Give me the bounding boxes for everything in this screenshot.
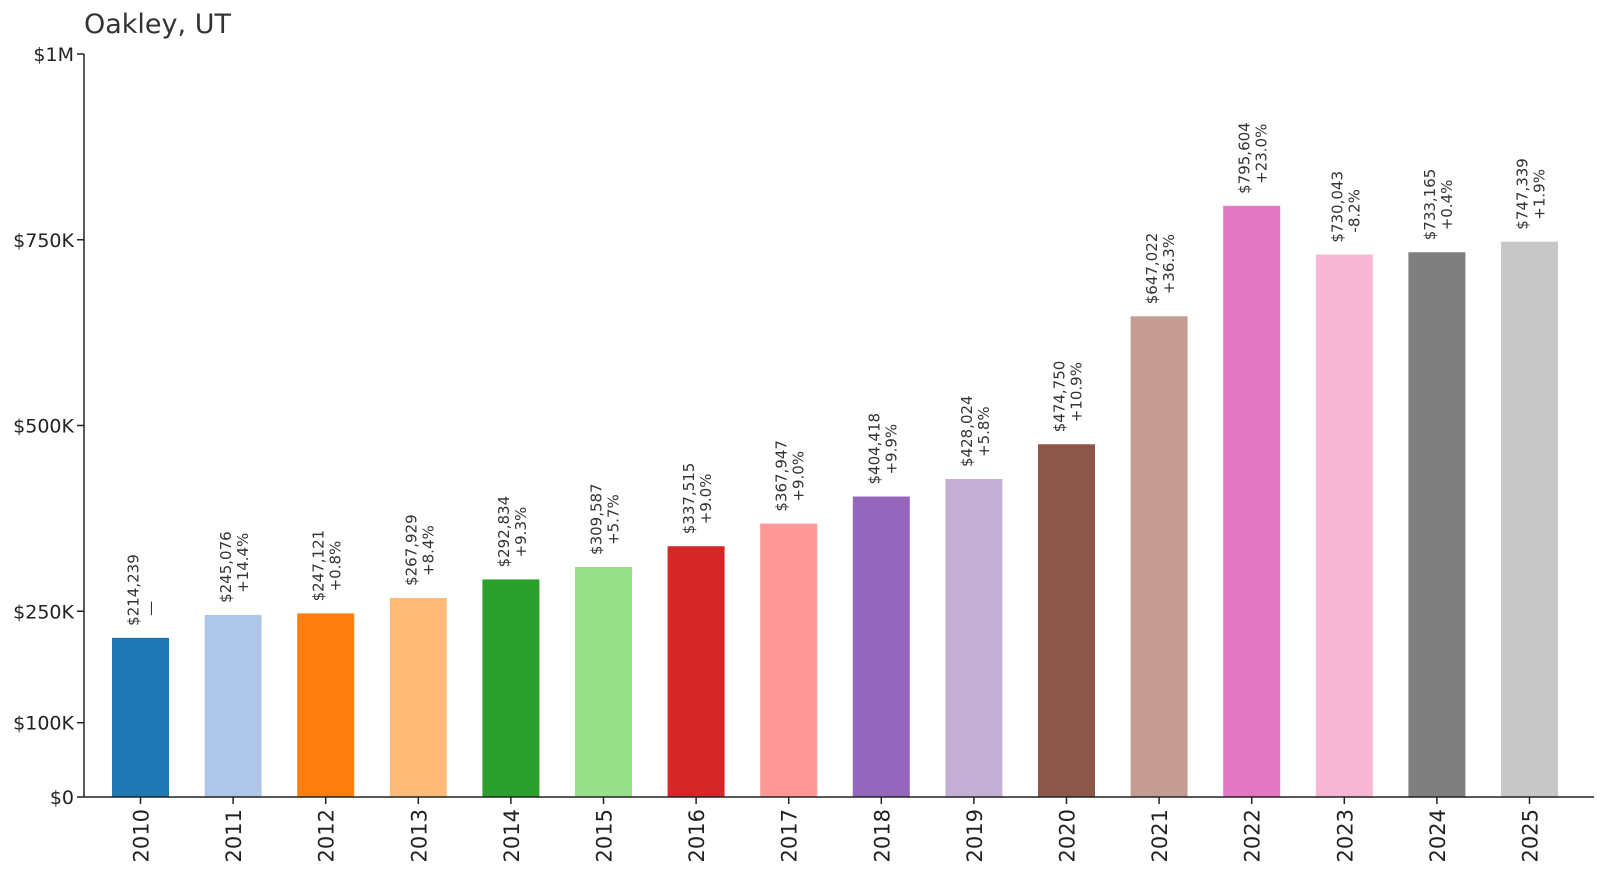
bar-value-label: $245,076: [217, 531, 235, 603]
bar-2021: [1130, 316, 1188, 797]
bar-change-label: +1.9%: [1531, 169, 1549, 220]
bar-change-label: +9.3%: [512, 507, 530, 558]
bar-change-label: +14.4%: [234, 533, 252, 593]
bar-2010: [112, 637, 169, 797]
y-tick-label: $500K: [13, 416, 74, 438]
bar-value-label: $337,515: [680, 463, 698, 535]
bars: [112, 205, 1558, 798]
x-tick-label: 2018: [870, 809, 894, 862]
x-tick-label: 2023: [1333, 809, 1357, 862]
bar-value-label: $309,587: [588, 483, 606, 555]
bar-2015: [575, 566, 632, 797]
x-tick-label: 2012: [315, 809, 339, 862]
x-tick-label: 2011: [222, 809, 246, 862]
chart-title: Oakley, UT: [84, 9, 231, 40]
x-tick-label: 2020: [1056, 809, 1080, 862]
bar-change-label: +8.4%: [419, 525, 437, 576]
bar-2011: [204, 614, 262, 797]
bar-2024: [1408, 252, 1466, 797]
bar-2020: [1038, 444, 1095, 797]
bar-value-label: $367,947: [773, 440, 791, 512]
bar-value-label: $214,239: [125, 554, 143, 626]
bar-2022: [1223, 205, 1281, 798]
bar-value-label: $733,165: [1421, 169, 1439, 241]
bar-change-label: +9.0%: [790, 451, 808, 502]
x-tick-label: 2010: [130, 809, 154, 862]
bar-change-label: —: [142, 601, 160, 616]
bar-change-label: -8.2%: [1345, 189, 1363, 233]
x-axis-ticks: 2010 2011 2012 2013 2014 2015 2016 2017 2018 2019…: [130, 797, 1543, 862]
x-tick-label: 2021: [1148, 809, 1172, 862]
x-tick-label: 2019: [963, 809, 987, 862]
bar-change-label: +36.3%: [1160, 234, 1178, 294]
x-tick-label: 2014: [500, 809, 524, 862]
bar-labels: $214,239 — $245,076 +14.4% $247,121 +0.8% $267…: [125, 122, 1549, 626]
bar-change-label: +10.9%: [1068, 362, 1086, 422]
bar-change-label: +0.8%: [327, 541, 345, 592]
x-tick-label: 2015: [593, 809, 617, 862]
bar-change-label: +9.0%: [697, 474, 715, 525]
y-tick-label: $100K: [13, 713, 74, 735]
y-tick-label: $1M: [33, 44, 74, 66]
y-tick-label: $750K: [13, 230, 74, 252]
y-tick-label: $0: [50, 787, 74, 809]
bar-value-label: $747,339: [1514, 158, 1532, 230]
bar-2012: [297, 613, 355, 797]
x-tick-label: 2024: [1426, 809, 1450, 862]
bar-2019: [945, 478, 1003, 797]
bar-value-label: $292,834: [495, 496, 513, 568]
bar-change-label: +5.7%: [605, 494, 623, 545]
x-tick-label: 2017: [778, 809, 802, 862]
bar-value-label: $267,929: [402, 514, 420, 586]
bar-change-label: +23.0%: [1253, 124, 1271, 184]
bar-change-label: +5.8%: [975, 406, 993, 457]
bar-value-label: $474,750: [1051, 361, 1069, 433]
bar-2018: [852, 496, 910, 797]
x-tick-label: 2016: [685, 809, 709, 862]
bar-value-label: $247,121: [310, 530, 328, 602]
bar-2023: [1315, 254, 1373, 797]
y-tick-label: $250K: [13, 601, 74, 623]
x-tick-label: 2025: [1519, 809, 1543, 862]
y-axis-ticks: $0 $100K $250K $500K $750K $1M: [13, 44, 84, 809]
bar-2013: [389, 597, 447, 797]
bar-2014: [482, 579, 540, 797]
bar-value-label: $428,024: [958, 395, 976, 467]
x-tick-label: 2022: [1241, 809, 1265, 862]
bar-change-label: +9.9%: [882, 424, 900, 475]
bar-value-label: $795,604: [1236, 122, 1254, 194]
x-tick-label: 2013: [407, 809, 431, 862]
bar-value-label: $647,022: [1143, 233, 1161, 305]
bar-2016: [667, 546, 725, 797]
bar-change-label: +0.4%: [1438, 180, 1456, 231]
bar-value-label: $404,418: [865, 413, 883, 485]
bar-value-label: $730,043: [1328, 171, 1346, 243]
bar-2025: [1501, 241, 1558, 798]
bar-2017: [760, 523, 818, 797]
